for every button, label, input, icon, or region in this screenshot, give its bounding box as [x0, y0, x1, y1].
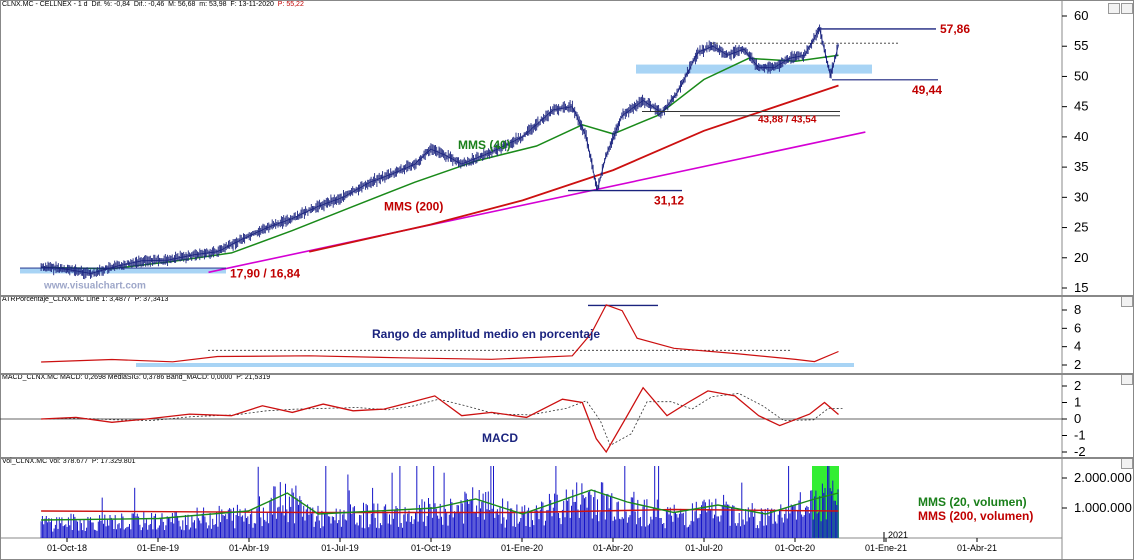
volume-bars	[40, 466, 839, 538]
label-range: 43,88 / 43,54	[758, 115, 817, 126]
label-mms200: MMS (200)	[384, 199, 443, 213]
x-tick-label: 01-Abr-19	[229, 543, 269, 553]
volume-header-p: P: 17.329.801	[91, 458, 136, 465]
mms200-line	[309, 84, 839, 253]
label-support: 49,44	[912, 83, 942, 97]
label-start: 17,90 / 16,84	[230, 266, 300, 280]
atr-header: ATRPorcentaje_CLNX.MC Line 1: 3,4877 P: …	[2, 296, 168, 303]
price-dif-pct: Dif. %: -0,84	[91, 1, 130, 8]
atr-panel: ATRPorcentaje_CLNX.MC Line 1: 3,4877 P: …	[0, 296, 1134, 374]
y-tick-label: 15	[1074, 280, 1088, 295]
y-tick-label: 50	[1074, 68, 1088, 83]
atr-header-p: P: 37,3413	[134, 296, 169, 303]
macd-title: MACD	[482, 431, 518, 445]
mms40-line	[41, 54, 839, 270]
y-tick-label: -2	[1074, 444, 1086, 459]
y-tick-label: 30	[1074, 189, 1088, 204]
volume-header-text: Vol_CLNX.MC Vol: 378.677	[2, 458, 88, 465]
label-mms40: MMS (40)	[458, 138, 511, 152]
macd-header: MACD_CLNX.MC MACD: 0,2698 MediaSIG: 0,37…	[2, 374, 270, 381]
volume-mms20-line	[41, 489, 839, 521]
support-band-high	[636, 64, 872, 74]
trendline	[208, 131, 866, 274]
year-label: 2021	[888, 530, 908, 540]
y-tick-label: 55	[1074, 38, 1088, 53]
y-tick-label: 2	[1074, 357, 1081, 372]
y-tick-label: 20	[1074, 250, 1088, 265]
y-tick-label: 1.000.000	[1074, 500, 1132, 515]
price-title: CLNX.MC - CELLNEX - 1 d	[2, 1, 88, 8]
support-band-start	[20, 267, 226, 274]
macd-chart: -2-1 01 2 MACD	[0, 374, 1134, 459]
x-tick-label: 01-Jul-20	[685, 543, 723, 553]
x-tick-label: 01-Ene-21	[865, 543, 907, 553]
y-tick-label: 45	[1074, 99, 1088, 114]
x-tick-label: 01-Oct-20	[775, 543, 815, 553]
panel-border	[0, 0, 1134, 296]
y-tick-label: 35	[1074, 159, 1088, 174]
x-tick-label: 01-Abr-21	[957, 543, 997, 553]
x-tick-label: 01-Ene-20	[501, 543, 543, 553]
watermark: www.visualchart.com	[43, 280, 146, 291]
macd-line	[41, 386, 839, 454]
x-tick-label: 01-Oct-18	[47, 543, 87, 553]
price-bars	[40, 24, 839, 280]
y-tick-label: 0	[1074, 411, 1081, 426]
atr-line	[41, 304, 839, 363]
x-tick-label: 01-Ene-19	[137, 543, 179, 553]
y-tick-label: 60	[1074, 8, 1088, 23]
atr-header-text: ATRPorcentaje_CLNX.MC Line 1: 3,4877	[2, 296, 131, 303]
y-tick-label: 8	[1074, 302, 1081, 317]
y-tick-label: 4	[1074, 339, 1081, 354]
price-line	[41, 27, 839, 274]
price-chart: 15 20 25 30 35 40 45 50 55 60 57,86 49,44 43,88 / 43…	[0, 0, 1134, 296]
y-tick-label: 25	[1074, 220, 1088, 235]
price-last: P: 55,22	[277, 1, 304, 8]
volume-header: Vol_CLNX.MC Vol: 378.677 P: 17.329.801	[2, 458, 135, 465]
atr-title: Rango de amplitud medio en porcentaje	[372, 327, 600, 341]
label-high: 57,86	[940, 22, 970, 36]
y-tick-label: 2.000.000	[1074, 470, 1132, 485]
y-tick-label: 6	[1074, 320, 1081, 335]
label-vol-mms200: MMS (200, volumen)	[918, 509, 1033, 523]
y-tick-label: 2	[1074, 378, 1081, 393]
price-panel: CLNX.MC - CELLNEX - 1 d Dif. %: -0,84 Di…	[0, 0, 1134, 296]
macd-header-p: P: 21,5319	[236, 374, 271, 381]
price-dif: Dif.: -0,46	[133, 1, 165, 8]
x-tick-label: 01-Abr-20	[593, 543, 633, 553]
price-header: CLNX.MC - CELLNEX - 1 d Dif. %: -0,84 Di…	[2, 1, 304, 8]
volume-panel: Vol_CLNX.MC Vol: 378.677 P: 17.329.801 1…	[0, 458, 1134, 560]
close-button[interactable]	[1121, 3, 1133, 14]
macd-panel: MACD_CLNX.MC MACD: 0,2698 MediaSIG: 0,37…	[0, 374, 1134, 459]
y-tick-label: 1	[1074, 395, 1081, 410]
x-tick-label: 01-Oct-19	[411, 543, 451, 553]
y-tick-label: -1	[1074, 428, 1086, 443]
volume-chart: 1.000.000 2.000.000 MMS (20, volumen)MMS (…	[0, 458, 1134, 560]
volume-mms200-line	[41, 508, 839, 514]
y-tick-label: 40	[1074, 129, 1088, 144]
price-max: M: 56,68	[168, 1, 196, 8]
price-date: F: 13-11-2020	[230, 1, 274, 8]
x-tick-label: 01-Jul-19	[321, 543, 359, 553]
maximize-button[interactable]	[1108, 3, 1120, 14]
price-min: m: 53,98	[199, 1, 227, 8]
atr-baseline-band	[136, 363, 854, 367]
label-low: 31,12	[654, 194, 684, 208]
label-vol-mms20: MMS (20, volumen)	[918, 495, 1027, 509]
macd-header-text: MACD_CLNX.MC MACD: 0,2698 MediaSIG: 0,37…	[2, 374, 233, 381]
atr-chart: 2 4 6 8 Rango de amplitud medio en porcentaj…	[0, 296, 1134, 374]
